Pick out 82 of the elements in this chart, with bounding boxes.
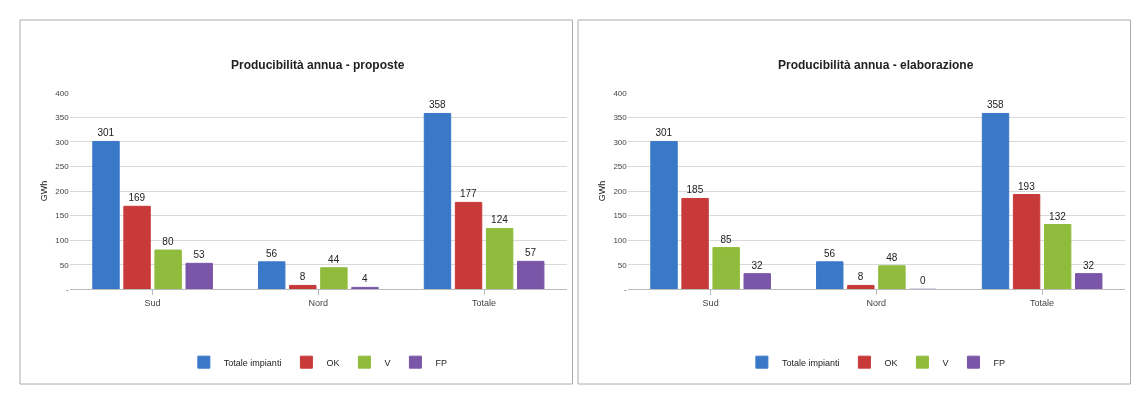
y-tick-label: 100 <box>613 236 628 246</box>
data-label: 124 <box>491 214 509 226</box>
y-axis-title: GWh <box>38 180 49 202</box>
bar <box>154 249 182 290</box>
legend-label: OK <box>326 357 340 368</box>
data-label: 56 <box>823 247 836 259</box>
chart-title: Producibilità annua - proposte <box>231 58 405 72</box>
y-tick-label: 100 <box>55 236 70 246</box>
bar <box>423 112 452 290</box>
y-tick-label: 250 <box>613 162 628 172</box>
data-label: 48 <box>886 251 898 263</box>
bar <box>485 227 514 290</box>
bar <box>650 140 678 290</box>
bar <box>185 262 213 290</box>
data-label: 44 <box>328 253 340 265</box>
bar <box>712 247 740 290</box>
y-tick-label: 300 <box>613 137 628 147</box>
legend-label: Totale impianti <box>781 357 840 368</box>
bar <box>1012 194 1041 290</box>
x-tick-label: Nord <box>308 298 329 309</box>
data-label: 53 <box>193 249 205 261</box>
y-tick-label: 200 <box>613 186 628 196</box>
bar <box>981 112 1010 290</box>
bar <box>1043 224 1072 290</box>
y-tick-label: - <box>624 285 628 295</box>
y-tick-label: 400 <box>55 88 70 98</box>
y-tick-label: 200 <box>55 186 70 196</box>
data-label: 4 <box>361 273 368 285</box>
y-tick-label: - <box>66 285 70 295</box>
y-tick-label: 50 <box>59 260 70 270</box>
y-tick-label: 150 <box>55 211 70 221</box>
legend-label: OK <box>884 357 898 368</box>
bar <box>847 284 875 290</box>
data-label: 8 <box>857 271 864 283</box>
y-tick-label: 150 <box>613 211 628 221</box>
bar <box>454 201 483 290</box>
y-tick-label: 350 <box>55 113 70 123</box>
y-tick-label: 300 <box>55 137 70 147</box>
bar <box>320 267 348 290</box>
data-label: 301 <box>97 127 115 139</box>
x-tick-label: Totale <box>472 298 497 309</box>
data-label: 358 <box>428 99 447 111</box>
data-label: 0 <box>919 275 926 287</box>
data-label: 80 <box>162 236 174 248</box>
y-tick-label: 50 <box>617 260 628 270</box>
legend-label: V <box>384 357 391 368</box>
bar <box>92 140 120 290</box>
x-tick-label: Sud <box>144 298 161 309</box>
x-tick-label: Nord <box>866 298 887 309</box>
y-tick-label: 400 <box>613 88 628 98</box>
legend-label: Totale impianti <box>223 357 282 368</box>
bar <box>289 284 317 290</box>
data-label: 169 <box>128 192 146 204</box>
data-label: 56 <box>265 247 278 259</box>
data-label: 185 <box>686 184 704 196</box>
legend-label: V <box>942 357 949 368</box>
y-axis-title: GWh <box>596 180 607 202</box>
data-label: 193 <box>1018 180 1036 192</box>
data-label: 132 <box>1049 210 1067 222</box>
data-label: 32 <box>1082 259 1095 271</box>
data-label: 32 <box>751 259 764 271</box>
bar <box>816 261 844 290</box>
legend-label: FP <box>993 357 1005 368</box>
x-tick-label: Totale <box>1030 298 1055 309</box>
bar <box>1075 273 1103 290</box>
data-label: 57 <box>524 247 537 259</box>
data-label: 8 <box>299 271 306 283</box>
bar <box>258 261 286 290</box>
data-label: 358 <box>986 99 1005 111</box>
y-tick-label: 250 <box>55 162 70 172</box>
bar <box>743 273 771 290</box>
data-label: 301 <box>655 127 673 139</box>
bar <box>123 205 151 290</box>
data-label: 85 <box>720 233 732 245</box>
chart-title: Producibilità annua - elaborazione <box>778 58 974 72</box>
y-tick-label: 350 <box>613 113 628 123</box>
x-tick-label: Sud <box>702 298 719 309</box>
bar <box>878 265 906 290</box>
bar <box>517 260 545 290</box>
bar <box>681 197 709 290</box>
data-label: 177 <box>460 188 478 200</box>
legend-label: FP <box>435 357 447 368</box>
